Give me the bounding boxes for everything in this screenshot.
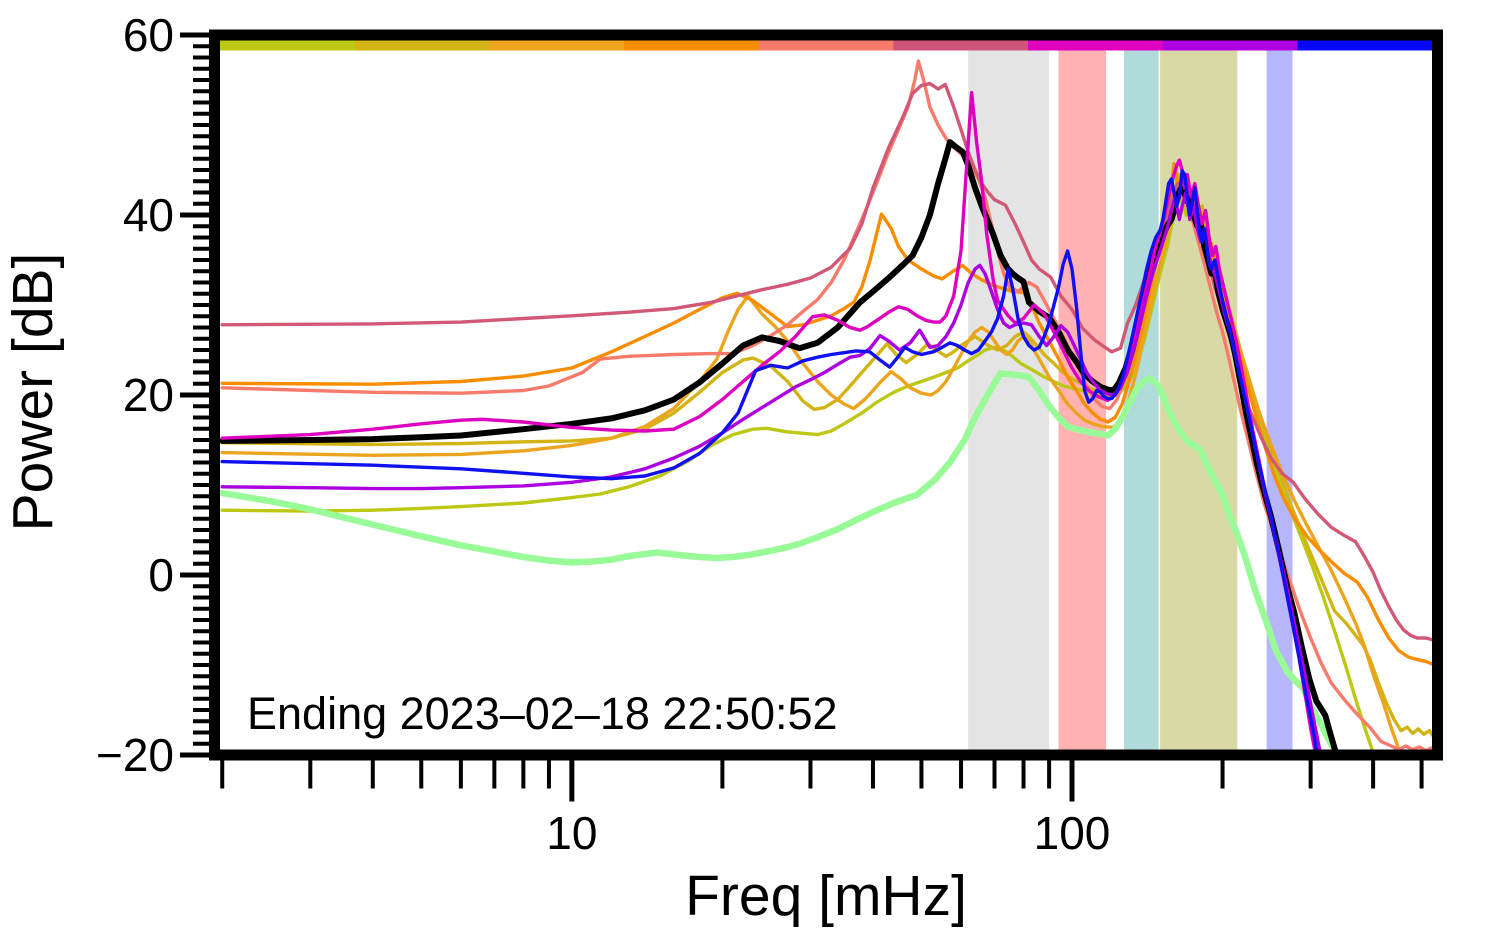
- x-tick-label-10: 10: [546, 806, 598, 859]
- top-spine: [209, 29, 1443, 41]
- y-tick-label-−20: −20: [95, 729, 174, 781]
- topbar-segment-4: [624, 40, 760, 51]
- topbar-segment-9: [1297, 40, 1433, 51]
- topbar-segment-1: [220, 40, 356, 51]
- topbar-segment-3: [489, 40, 625, 51]
- x-axis-title: Freq [mHz]: [685, 864, 967, 928]
- curve-crimson: [220, 81, 1432, 642]
- ending-timestamp: Ending 2023–02–18 22:50:52: [247, 688, 838, 739]
- x-tick-label-100: 100: [1033, 806, 1111, 859]
- curve-blue: [220, 169, 1318, 750]
- y-tick-label-20: 20: [122, 369, 174, 421]
- topbar-segment-7: [1028, 40, 1164, 51]
- y-tick-label-60: 60: [122, 9, 174, 61]
- right-spine: [1432, 29, 1443, 761]
- curve-lightgreen: [220, 370, 1339, 750]
- topbar-segment-8: [1162, 40, 1298, 51]
- curve-orange: [220, 162, 1432, 666]
- y-tick-label-0: 0: [148, 549, 174, 601]
- left-spine: [209, 29, 220, 761]
- bottom-spine: [209, 749, 1443, 761]
- band-olive: [1160, 50, 1238, 750]
- curve-magenta: [220, 90, 1317, 750]
- topbar-segment-6: [893, 40, 1029, 51]
- curve-orangeyellow: [220, 172, 1401, 750]
- y-tick-label-40: 40: [122, 189, 174, 241]
- topbar-segment-5: [758, 40, 894, 51]
- topbar-segment-2: [354, 40, 490, 51]
- band-gray: [968, 50, 1050, 750]
